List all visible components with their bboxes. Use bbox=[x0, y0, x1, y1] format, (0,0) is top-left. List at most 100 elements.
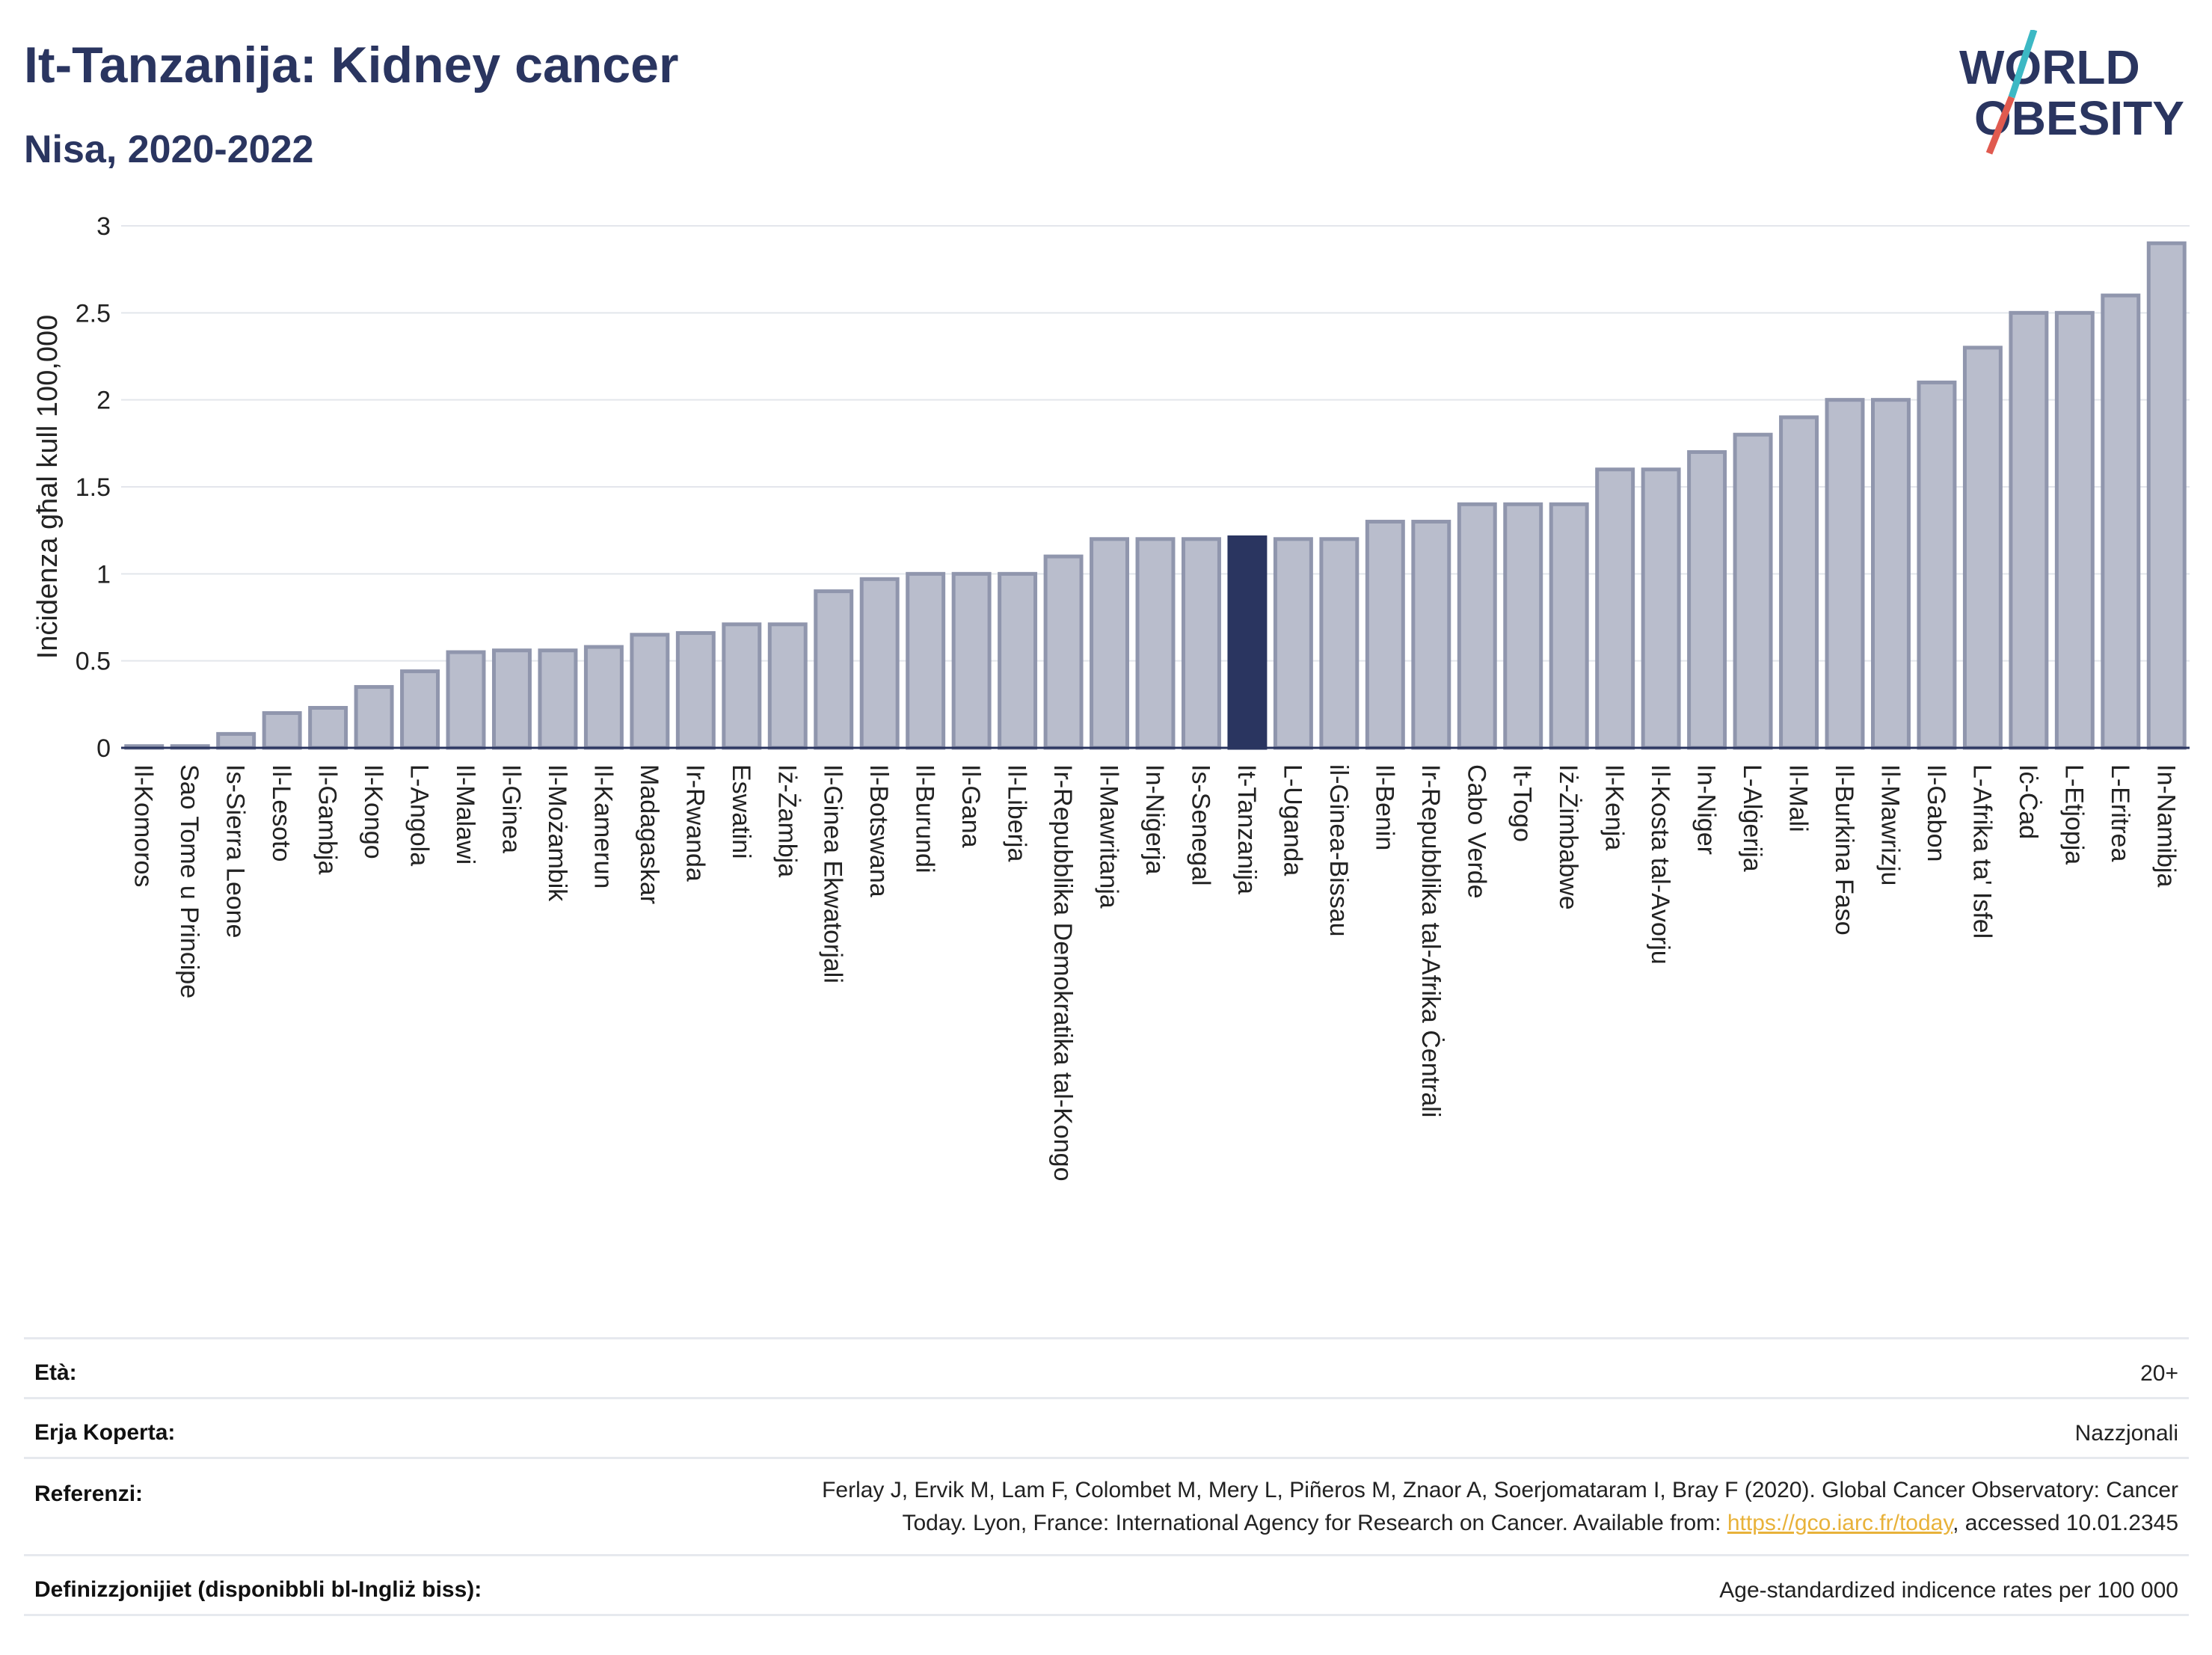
page-subtitle: Nisa, 2020-2022 bbox=[24, 128, 314, 171]
bar bbox=[1779, 415, 1819, 750]
bar bbox=[538, 648, 578, 750]
x-tick-label: Il-Benin bbox=[1370, 764, 1398, 850]
x-tick-label: Ir-Repubblika Demokratika tal-Kongo bbox=[1048, 764, 1077, 1181]
ref-label: Referenzi: bbox=[34, 1481, 144, 1506]
x-tick-label: Iż-Żimbabwe bbox=[1554, 764, 1582, 910]
bar bbox=[675, 630, 716, 750]
bar bbox=[400, 669, 440, 750]
x-tick-label: Il-Komoros bbox=[129, 764, 158, 887]
x-tick-label: Il-Ginea Ekwatorjali bbox=[819, 764, 847, 983]
ref-link[interactable]: https://gco.iarc.fr/today bbox=[1727, 1511, 1953, 1535]
bar bbox=[630, 633, 670, 750]
y-tick-label: 3 bbox=[96, 212, 111, 241]
bar bbox=[583, 645, 624, 750]
x-tick-label: L-Alġerija bbox=[1738, 764, 1766, 872]
logo-slash-top bbox=[2008, 30, 2038, 99]
bar bbox=[814, 589, 854, 750]
x-tick-label: In-Namibja bbox=[2151, 764, 2180, 887]
bar bbox=[1549, 502, 1589, 750]
y-tick-label: 2.5 bbox=[76, 299, 111, 328]
y-tick-label: 0 bbox=[96, 734, 111, 763]
bar bbox=[1595, 467, 1635, 750]
x-tick-label: Is-Sierra Leone bbox=[221, 764, 250, 938]
bar bbox=[1962, 346, 2003, 750]
bar bbox=[1870, 398, 1911, 750]
bar bbox=[1135, 537, 1176, 750]
x-tick-label: Il-Liberja bbox=[1003, 764, 1031, 862]
x-tick-label: Il-Malawi bbox=[451, 764, 479, 865]
bar-chart: 0 0.5 1 1.5 2 2.5 3 Inċidenza għal kull 100,000… bbox=[32, 212, 2190, 1181]
x-tick-label: Il-Kongo bbox=[359, 764, 387, 859]
page-title: It-Tanzanija: Kidney cancer bbox=[24, 37, 679, 93]
bar bbox=[1273, 537, 1313, 750]
x-tick-label: Il-Burundi bbox=[911, 764, 939, 873]
area-value: Nazzjonali bbox=[2074, 1421, 2178, 1446]
x-tick-label: Iċ-Ċad bbox=[2014, 764, 2042, 839]
bar bbox=[1227, 535, 1268, 750]
bar bbox=[1687, 449, 1727, 750]
world-obesity-logo: WORLD OBESITY bbox=[1959, 30, 2184, 155]
def-value: Age-standardized indicence rates per 100… bbox=[1719, 1578, 2178, 1603]
x-tick-label: It-Tanzanija bbox=[1232, 764, 1261, 894]
bar bbox=[2146, 241, 2187, 750]
info-bottom-rule bbox=[24, 1614, 2189, 1616]
x-tick-label: In-Niġerja bbox=[1140, 764, 1169, 874]
bar bbox=[446, 650, 486, 750]
x-tick-label: Il-Mawrizju bbox=[1875, 764, 1904, 885]
bar bbox=[1917, 380, 1957, 750]
age-value: 20+ bbox=[2140, 1361, 2178, 1386]
bar bbox=[354, 685, 394, 750]
bar bbox=[1411, 520, 1451, 750]
age-label: Età: bbox=[34, 1360, 77, 1385]
x-tick-label: Il-Gana bbox=[956, 764, 985, 848]
x-tick-label: Il-Burkina Faso bbox=[1830, 764, 1858, 936]
x-tick-label: Iż-Żambja bbox=[772, 764, 801, 877]
bar bbox=[767, 622, 808, 750]
bar bbox=[1457, 502, 1497, 750]
x-tick-label: Madagaskar bbox=[635, 764, 663, 904]
info-row-area: Erja Koperta: Nazzjonali bbox=[24, 1397, 2189, 1459]
bar bbox=[1733, 432, 1773, 750]
bar bbox=[906, 571, 946, 750]
y-tick-label: 0.5 bbox=[76, 648, 111, 676]
x-tick-label: It-Togo bbox=[1508, 764, 1537, 842]
bar bbox=[2054, 310, 2095, 750]
bar bbox=[859, 577, 900, 750]
bar bbox=[1319, 537, 1360, 750]
bar bbox=[1181, 537, 1221, 750]
x-tick-label: Il-Botswana bbox=[864, 764, 893, 897]
x-tick-label: Il-Kosta tal-Avorju bbox=[1646, 764, 1674, 965]
x-tick-label: L-Uganda bbox=[1278, 764, 1306, 876]
x-tick-label: il-Ginea-Bissau bbox=[1324, 764, 1353, 937]
x-tick-label: Ir-Rwanda bbox=[681, 764, 709, 882]
x-tick-label: Il-Mawritanja bbox=[1095, 764, 1123, 909]
bar bbox=[951, 571, 992, 750]
bar bbox=[308, 705, 348, 750]
x-tick-label: Il-Mali bbox=[1784, 764, 1813, 832]
y-tick-label: 1 bbox=[96, 560, 111, 589]
bar bbox=[722, 622, 762, 750]
bar bbox=[216, 731, 256, 750]
info-row-definitions: Definizzjonijiet (disponibbli bl-Ingliż … bbox=[24, 1554, 2189, 1616]
ref-line1: Ferlay J, Ervik M, Lam F, Colombet M, Me… bbox=[822, 1478, 2178, 1502]
bar bbox=[998, 571, 1038, 750]
x-tick-label: L-Eritrea bbox=[2106, 764, 2134, 862]
x-tick-label: Cabo Verde bbox=[1462, 764, 1490, 899]
def-label: Definizzjonijiet (disponibbli bl-Ingliż … bbox=[34, 1577, 482, 1602]
ref-line2: Today. Lyon, France: International Agenc… bbox=[902, 1511, 2178, 1535]
info-row-age: Età: 20+ bbox=[24, 1337, 2189, 1399]
x-tick-label: Is-Senegal bbox=[1186, 764, 1214, 886]
bar bbox=[1090, 537, 1130, 750]
x-tick-label: Il-Gambja bbox=[313, 764, 342, 874]
x-tick-label: Il-Gabon bbox=[1922, 764, 1950, 862]
logo-slash-bottom bbox=[1985, 96, 2015, 155]
bar bbox=[1365, 520, 1405, 750]
info-row-references: Referenzi: Ferlay J, Ervik M, Lam F, Col… bbox=[24, 1457, 2189, 1556]
bar bbox=[491, 648, 532, 750]
x-tick-label: L-Afrika ta' Isfel bbox=[1967, 764, 1996, 939]
y-tick-label: 1.5 bbox=[76, 473, 111, 502]
x-tick-label: L-Etjopja bbox=[2059, 764, 2088, 865]
x-tick-label: Sao Tome u Principe bbox=[175, 764, 203, 998]
bar bbox=[262, 710, 302, 750]
bar bbox=[1825, 398, 1865, 750]
